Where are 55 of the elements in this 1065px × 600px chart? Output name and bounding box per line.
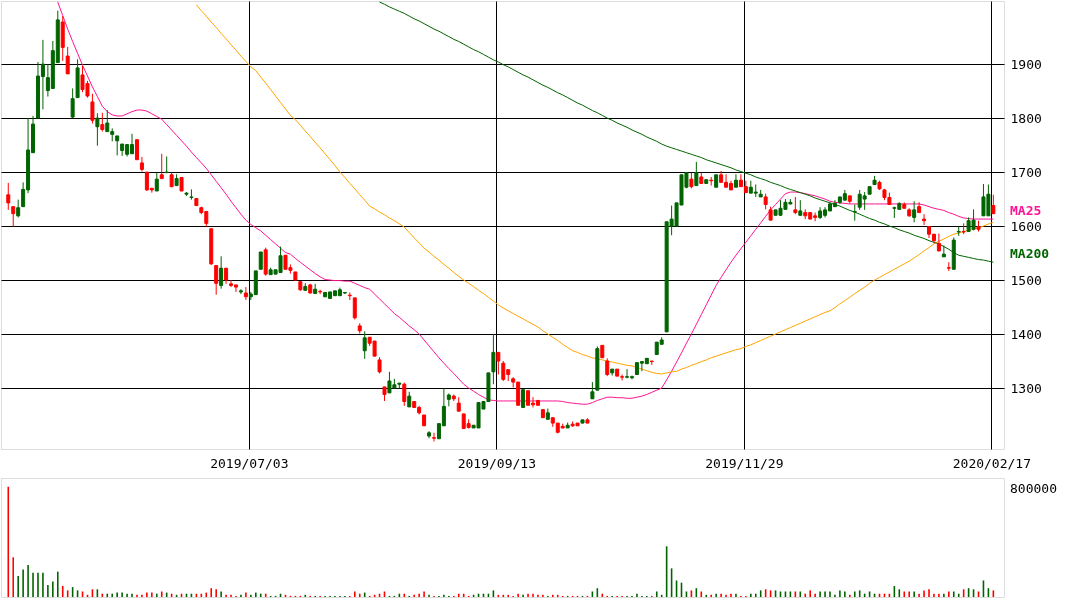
candlestick [496, 351, 501, 376]
candlestick [164, 155, 169, 174]
y-tick-label: 1600 [1010, 218, 1042, 234]
candlestick [431, 432, 436, 442]
candlestick [90, 93, 95, 125]
candlestick [134, 139, 139, 161]
candlestick [941, 245, 946, 258]
x-tick-label: 2019/07/03 [210, 455, 289, 471]
text: 800000 [1010, 481, 1057, 496]
candlestick [6, 182, 11, 211]
candlestick [733, 173, 738, 188]
candlestick [159, 153, 164, 180]
candlestick [219, 255, 224, 290]
candlestick [852, 203, 857, 222]
candlestick [318, 289, 323, 295]
candlestick [501, 360, 506, 382]
y-tick-label: 1700 [1010, 164, 1042, 180]
candlestick [491, 333, 496, 385]
y-tick-label: 1400 [1010, 326, 1042, 342]
candlestick [105, 109, 110, 133]
y-tick-label: 1500 [1010, 272, 1042, 288]
line-series [57, 1, 994, 405]
candlestick [95, 112, 100, 147]
candlestick [65, 46, 70, 75]
candlestick [70, 87, 75, 119]
candlestick [233, 284, 238, 293]
series-label: MA200 [1010, 246, 1050, 262]
candlestick [243, 286, 248, 301]
candlestick [100, 112, 105, 133]
candlestick [362, 330, 367, 360]
candlestick [139, 156, 144, 173]
candlestick [352, 297, 357, 320]
candlestick [936, 233, 941, 252]
series-label: MA25 [1010, 203, 1042, 219]
candlestick [694, 161, 699, 187]
x-tick-label: 2019/11/29 [705, 455, 784, 471]
candlestick [402, 382, 407, 407]
candlestick [991, 194, 996, 215]
line-series [195, 4, 994, 375]
candlestick [832, 199, 837, 208]
x-tick-label: 2020/02/17 [952, 455, 1032, 471]
candlestick [189, 188, 194, 201]
y-tick-label: 1900 [1010, 56, 1042, 72]
candlestick [253, 270, 258, 296]
y-tick-label: 1300 [1010, 380, 1042, 396]
candlestick [625, 368, 630, 379]
candlestick [11, 205, 16, 228]
x-tick-label: 2019/09/13 [457, 455, 536, 471]
candlestick [912, 200, 917, 223]
y-tick-label: 1800 [1010, 110, 1042, 126]
candlestick [229, 279, 234, 288]
candlestick [115, 135, 120, 156]
candlestick [154, 172, 159, 192]
candlestick [214, 264, 219, 296]
candlestick [922, 213, 927, 226]
